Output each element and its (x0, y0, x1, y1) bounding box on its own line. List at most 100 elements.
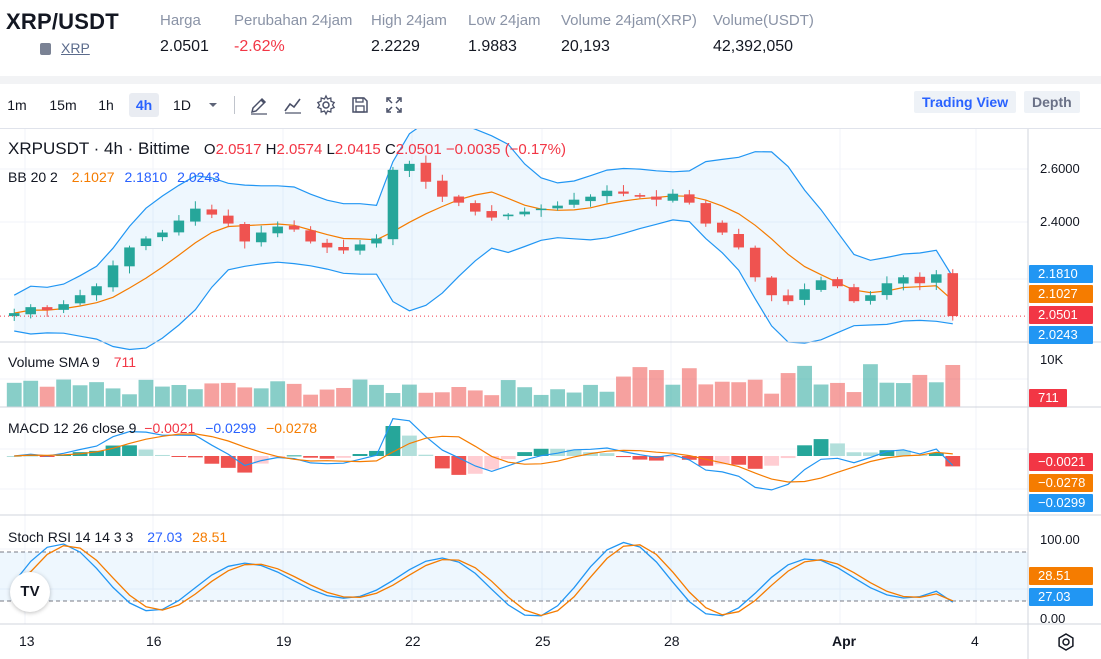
price-chart[interactable] (0, 129, 1101, 659)
fullscreen-icon[interactable] (383, 94, 405, 116)
market-header: XRP/USDT XRP Harga 2.0501 Perubahan 24ja… (0, 0, 1101, 76)
macd-histogram-bar (401, 435, 417, 456)
candle-body (667, 193, 679, 201)
ohlc-o-value: 2.0517 (215, 141, 262, 158)
candle-body (25, 307, 36, 315)
volume-legend[interactable]: Volume SMA 9 711 (8, 354, 136, 370)
stat-value: 1.9883 (468, 38, 517, 55)
stat-change: Perubahan 24jam -2.62% (234, 12, 352, 56)
candle-body (321, 242, 333, 248)
candle-body (502, 214, 514, 217)
volume-value: 711 (113, 354, 137, 370)
candle-body (124, 247, 135, 267)
candle-body (848, 287, 860, 302)
stat-value: 20,193 (561, 38, 610, 55)
macd-legend[interactable]: MACD 12 26 close 9 −0.0021 −0.0299 −0.02… (8, 420, 317, 436)
candle-body (634, 195, 646, 197)
candle-body (898, 277, 909, 284)
timeframe-15m[interactable]: 15m (49, 97, 77, 113)
tradingview-logo[interactable]: TV (10, 572, 50, 612)
timeframe-1m[interactable]: 1m (7, 97, 27, 113)
volume-bar (56, 379, 72, 407)
volume-bar (830, 382, 845, 407)
stat-value: 42,392,050 (713, 38, 794, 55)
macd-histogram-bar (731, 456, 747, 465)
draw-pen-icon[interactable] (248, 94, 270, 116)
candle-body (535, 208, 547, 211)
gear-icon[interactable] (315, 94, 337, 116)
asset-link[interactable]: XRP (61, 40, 90, 56)
stat-value: -2.62% (234, 38, 285, 55)
candle-body (931, 274, 942, 283)
macd-histogram-bar (517, 452, 533, 456)
stoch-k-tag: 27.03 (1029, 588, 1093, 606)
volume-bar (122, 394, 137, 407)
macd-histogram-bar (122, 445, 137, 456)
candle-body (371, 238, 382, 244)
toolbar-border (0, 128, 1101, 129)
x-axis-label: 4 (971, 633, 979, 649)
macd-histogram-bar (550, 448, 566, 456)
volume-bar (895, 383, 911, 407)
volume-bar (747, 379, 763, 407)
macd-histogram-bar (253, 456, 269, 464)
ohlc-l-label: L (326, 141, 335, 158)
volume-bar (863, 364, 878, 407)
candle-body (519, 211, 530, 215)
candle-body (865, 295, 876, 301)
candle-body (305, 230, 316, 242)
candle-body (8, 313, 20, 317)
bollinger-band-fill (14, 129, 953, 350)
volume-bar (105, 388, 121, 407)
macd-histogram-bar (681, 456, 697, 460)
indicator-icon[interactable] (282, 94, 304, 116)
timeframe-1h[interactable]: 1h (98, 97, 114, 113)
volume-bar (764, 393, 780, 407)
bb-mid-tag: 2.1027 (1029, 285, 1093, 303)
depth-tab[interactable]: Depth (1024, 91, 1080, 113)
macd-line-value: −0.0299 (205, 420, 257, 436)
volume-bar (879, 382, 895, 407)
volume-bar (369, 384, 384, 407)
chevron-down-icon[interactable] (202, 94, 224, 116)
x-axis-label: Apr (832, 633, 857, 649)
candle-body (700, 203, 712, 224)
macd-histogram-bar (813, 439, 829, 456)
trading-view-tab[interactable]: Trading View (914, 91, 1017, 113)
macd-histogram-bar (286, 455, 302, 457)
timeframe-1d[interactable]: 1D (173, 97, 191, 113)
candle-body (41, 307, 53, 311)
stoch-legend[interactable]: Stoch RSI 14 14 3 3 27.03 28.51 (8, 529, 227, 545)
volume-bar (336, 387, 351, 407)
volume-bar (155, 386, 170, 407)
candle-body (140, 238, 152, 247)
volume-bar (303, 394, 319, 407)
candle-body (799, 289, 810, 300)
macd-histogram-bar (237, 456, 253, 473)
macd-histogram-bar (928, 453, 944, 456)
candle-body (881, 283, 893, 296)
volume-bar (434, 392, 450, 407)
candle-body (684, 194, 695, 203)
timeframe-4h[interactable]: 4h (129, 93, 159, 117)
macd-histogram-bar (879, 450, 895, 456)
volume-bar (319, 389, 335, 407)
volume-bar (616, 376, 631, 407)
volume-bar (385, 393, 401, 407)
macd-histogram-bar (599, 453, 615, 456)
macd-histogram-bar (138, 449, 154, 456)
bb-legend[interactable]: BB 20 2 2.1027 2.1810 2.0243 (8, 169, 220, 185)
save-icon[interactable] (349, 94, 371, 116)
volume-label: Volume SMA 9 (8, 354, 100, 370)
candle-body (157, 232, 168, 238)
bb-label: BB 20 2 (8, 169, 58, 185)
candle-body (74, 295, 86, 304)
pair-title: XRP/USDT (6, 9, 119, 34)
stoch-k-line (13, 541, 954, 617)
candle-body (255, 232, 267, 243)
chart-settings-icon[interactable] (1055, 631, 1077, 653)
macd-histogram-bar (665, 456, 681, 458)
candle-body (288, 225, 300, 230)
volume-bar (945, 364, 961, 407)
macd-histogram-bar (747, 456, 763, 469)
